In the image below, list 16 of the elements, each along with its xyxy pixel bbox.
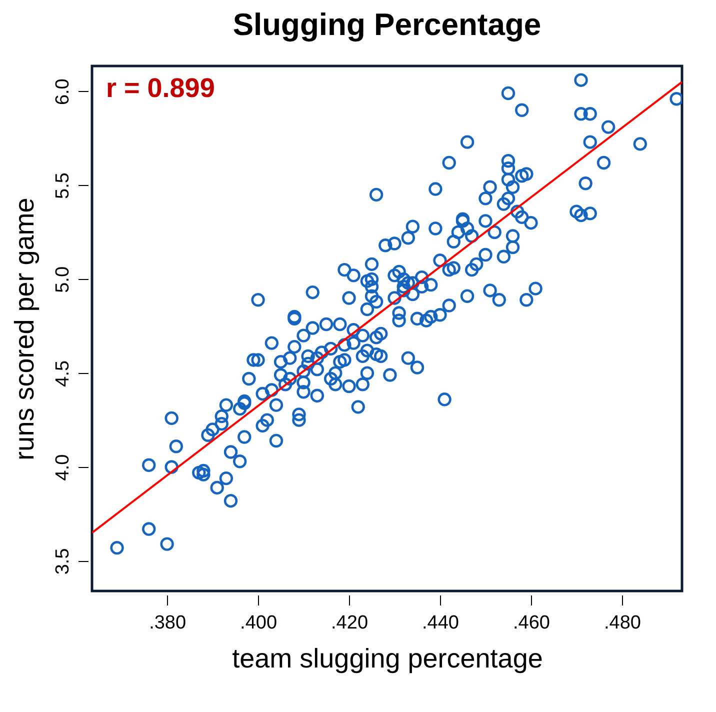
x-tick-label: .420 xyxy=(331,612,368,634)
x-tick-label: .440 xyxy=(422,612,459,634)
annotation: r = 0.899 xyxy=(106,73,215,103)
x-axis-title: team slugging percentage xyxy=(232,644,543,674)
y-tick-label: 6.0 xyxy=(52,78,74,106)
y-tick-label: 4.0 xyxy=(52,454,74,481)
x-tick-label: .380 xyxy=(149,612,186,634)
y-axis-title: runs scored per game xyxy=(10,198,40,460)
chart-title: Slugging Percentage xyxy=(232,7,542,42)
y-tick-label: 4.5 xyxy=(52,360,74,387)
y-tick-label: 3.5 xyxy=(52,548,74,575)
x-tick-label: .460 xyxy=(512,612,550,634)
x-tick-label: .400 xyxy=(240,612,278,634)
y-tick-label: 5.0 xyxy=(52,266,74,293)
y-tick-label: 5.5 xyxy=(52,172,74,199)
x-tick-label: .480 xyxy=(604,612,641,634)
